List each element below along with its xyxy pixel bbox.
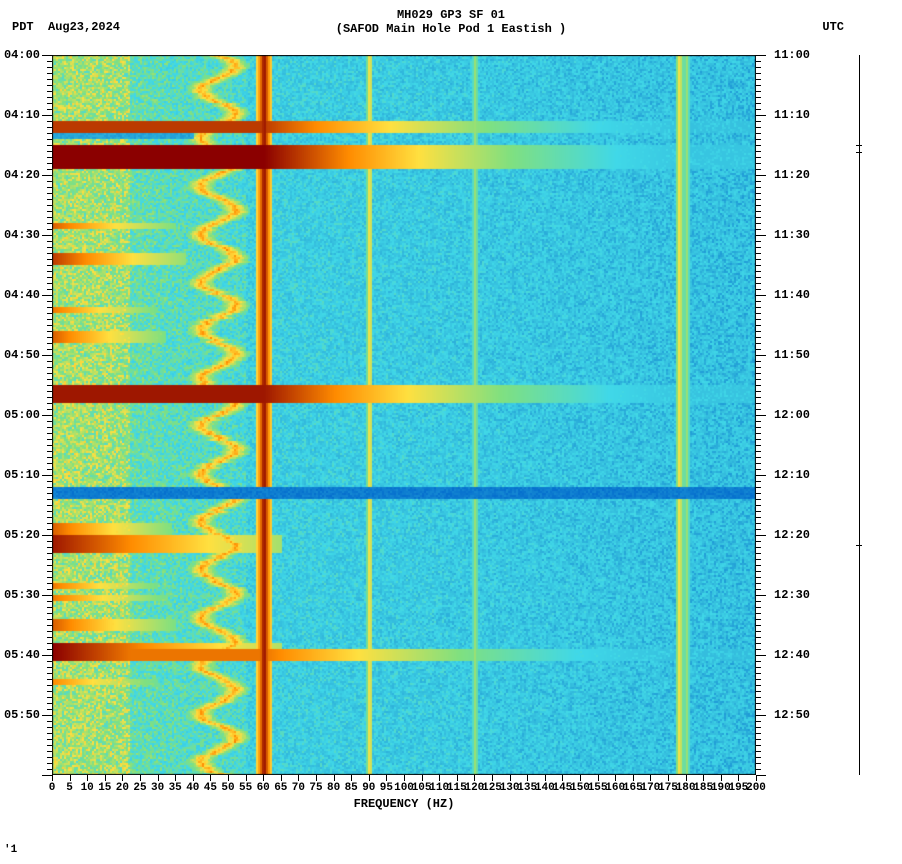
x-tick-label: 15 [98, 782, 111, 794]
x-tick-label: 55 [239, 782, 252, 794]
y-right-tick-label: 11:10 [774, 108, 810, 122]
x-tick-label: 35 [169, 782, 182, 794]
y-right-tick-label: 11:20 [774, 168, 810, 182]
x-tick-label: 70 [292, 782, 305, 794]
x-tick-label: 0 [49, 782, 56, 794]
x-tick-label: 85 [345, 782, 358, 794]
y-axis-left: 04:0004:1004:2004:3004:4004:5005:0005:10… [0, 55, 52, 775]
y-left-tick-label: 04:00 [4, 48, 40, 62]
x-tick-label: 5 [66, 782, 73, 794]
y-axis-far-right [856, 55, 896, 775]
y-left-tick-label: 04:10 [4, 108, 40, 122]
x-tick-label: 45 [204, 782, 217, 794]
y-right-tick-label: 12:10 [774, 468, 810, 482]
y-left-tick-label: 05:50 [4, 708, 40, 722]
x-axis-label: FREQUENCY (HZ) [52, 797, 756, 811]
corner-mark: '1 [4, 844, 17, 856]
y-left-tick-label: 04:40 [4, 288, 40, 302]
y-right-tick-label: 11:40 [774, 288, 810, 302]
x-tick-label: 50 [221, 782, 234, 794]
y-right-tick-label: 11:30 [774, 228, 810, 242]
x-tick-label: 30 [151, 782, 164, 794]
y-right-tick-label: 11:50 [774, 348, 810, 362]
y-left-tick-label: 05:30 [4, 588, 40, 602]
y-right-tick-label: 12:20 [774, 528, 810, 542]
y-axis-right: 11:0011:1011:2011:3011:4011:5012:0012:10… [756, 55, 816, 775]
y-right-tick-label: 12:50 [774, 708, 810, 722]
plot-title: MH029 GP3 SF 01 [0, 8, 902, 22]
y-left-tick-label: 04:30 [4, 228, 40, 242]
x-tick-label: 60 [257, 782, 270, 794]
x-tick-label: 40 [186, 782, 199, 794]
x-tick-label: 75 [309, 782, 322, 794]
tz-right-label: UTC [822, 20, 844, 34]
y-left-tick-label: 05:40 [4, 648, 40, 662]
y-left-tick-label: 05:20 [4, 528, 40, 542]
x-tick-label: 25 [133, 782, 146, 794]
header: PDT Aug23,2024 MH029 GP3 SF 01 (SAFOD Ma… [0, 8, 902, 38]
plot-subtitle: (SAFOD Main Hole Pod 1 Eastish ) [0, 22, 902, 36]
y-right-tick-label: 11:00 [774, 48, 810, 62]
spectrogram-plot [52, 55, 756, 775]
x-axis: FREQUENCY (HZ) 05 10 15 20 25 30 35 40 45 50 55 60 6… [52, 775, 756, 815]
y-left-tick-label: 04:50 [4, 348, 40, 362]
y-left-tick-label: 04:20 [4, 168, 40, 182]
x-tick-label: 90 [362, 782, 375, 794]
x-tick-label: 95 [380, 782, 393, 794]
y-right-tick-label: 12:00 [774, 408, 810, 422]
x-tick-label: 80 [327, 782, 340, 794]
y-right-tick-label: 12:40 [774, 648, 810, 662]
y-left-tick-label: 05:00 [4, 408, 40, 422]
y-right-tick-label: 12:30 [774, 588, 810, 602]
x-tick-label: 65 [274, 782, 287, 794]
x-tick-label: 20 [116, 782, 129, 794]
x-tick-label: 200 [746, 782, 766, 794]
spectrogram-canvas [52, 55, 756, 775]
y-left-tick-label: 05:10 [4, 468, 40, 482]
x-tick-label: 10 [81, 782, 94, 794]
